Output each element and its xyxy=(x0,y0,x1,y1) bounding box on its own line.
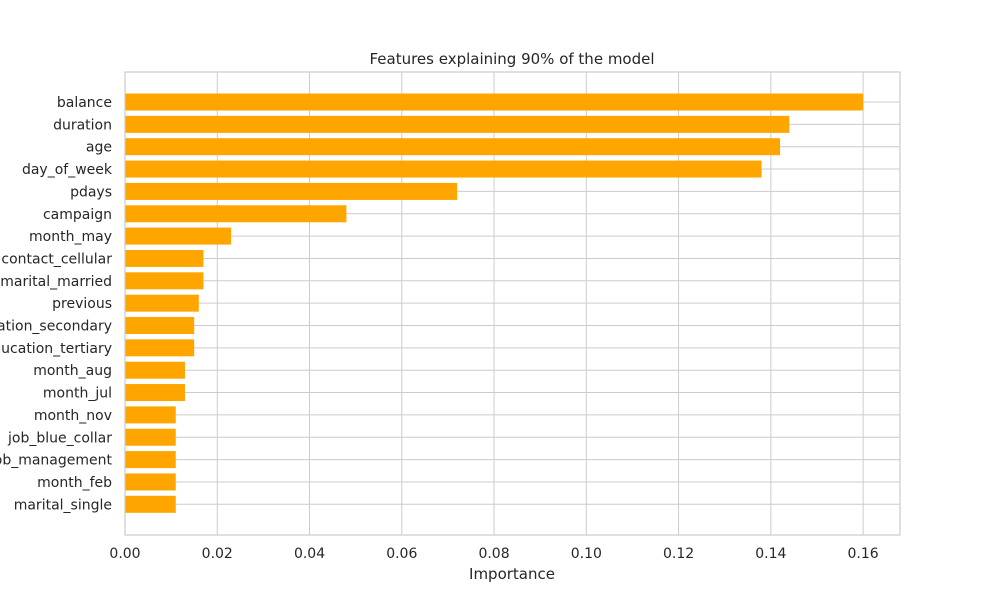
y-tick-label: marital_single xyxy=(14,497,112,513)
y-tick-label: duration xyxy=(53,117,112,133)
x-tick-label: 0.08 xyxy=(478,546,509,562)
x-tick-label: 0.04 xyxy=(294,546,325,562)
bar-month-nov xyxy=(125,406,176,424)
bar-month-aug xyxy=(125,361,185,379)
y-tick-label: age xyxy=(86,140,112,156)
bar-month-feb xyxy=(125,473,176,491)
y-tick-label: month_nov xyxy=(34,408,112,424)
y-tick-label: previous xyxy=(52,296,112,312)
bar-contact-cellular xyxy=(125,249,204,267)
bar-job-management xyxy=(125,451,176,469)
y-tick-label: day_of_week xyxy=(22,162,113,178)
y-tick-label: contact_cellular xyxy=(1,251,112,267)
x-tick-label: 0.00 xyxy=(109,546,140,562)
bar-marital-married xyxy=(125,272,204,290)
chart-title: Features explaining 90% of the model xyxy=(369,50,654,68)
bar-pdays xyxy=(125,182,458,200)
bar-balance xyxy=(125,93,864,111)
x-tick-label: 0.14 xyxy=(755,546,786,562)
bar-day-of-week xyxy=(125,160,762,178)
y-tick-label: education_tertiary xyxy=(0,341,112,357)
x-tick-label: 0.10 xyxy=(571,546,602,562)
y-tick-label: balance xyxy=(57,95,112,111)
x-tick-label: 0.12 xyxy=(663,546,694,562)
bar-duration xyxy=(125,115,790,133)
bar-education-tertiary xyxy=(125,339,195,357)
y-tick-label: job_management xyxy=(0,453,113,469)
y-tick-label: campaign xyxy=(43,207,112,223)
y-tick-label: education_secondary xyxy=(0,319,112,335)
y-tick-label: marital_married xyxy=(0,274,112,290)
plot-frame xyxy=(124,71,901,536)
bar-previous xyxy=(125,294,199,312)
x-axis-label: Importance xyxy=(469,565,555,583)
y-tick-label: month_feb xyxy=(37,475,112,491)
x-tick-label: 0.06 xyxy=(386,546,417,562)
x-tick-labels: 0.00 0.02 0.04 0.06 0.08 0.10 0.12 0.14 0.16 xyxy=(109,546,878,562)
y-tick-label: month_jul xyxy=(43,386,112,402)
bar-age xyxy=(125,138,781,156)
bar-campaign xyxy=(125,205,347,223)
y-tick-label: month_aug xyxy=(33,363,112,379)
bars xyxy=(125,93,864,513)
x-tick-label: 0.16 xyxy=(848,546,879,562)
x-tick-label: 0.02 xyxy=(202,546,233,562)
y-tick-label: pdays xyxy=(70,184,112,200)
y-tick-label: month_may xyxy=(29,229,112,245)
bar-education-secondary xyxy=(125,317,195,334)
bar-marital-single xyxy=(125,495,176,513)
bar-month-jul xyxy=(125,384,185,402)
bar-job-blue-collar xyxy=(125,428,176,446)
bar-month-may xyxy=(125,227,232,245)
y-tick-label: job_blue_collar xyxy=(7,430,112,446)
